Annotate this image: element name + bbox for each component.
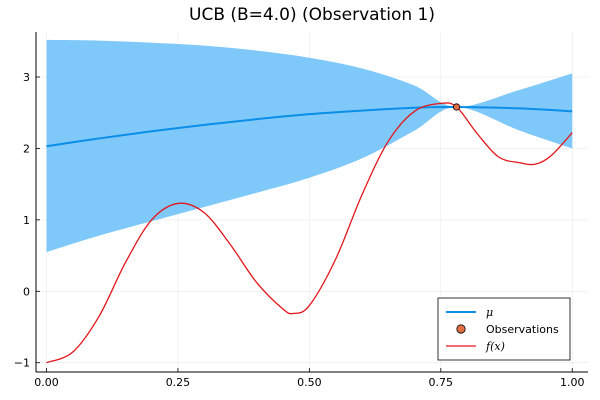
x-tick-label: 0.50 — [297, 376, 322, 389]
legend-label: Observations — [486, 323, 559, 336]
legend-label: μ — [486, 306, 493, 319]
y-tick-label: −1 — [14, 357, 30, 370]
y-tick-label: 0 — [23, 285, 30, 298]
confidence-band-area — [46, 39, 573, 252]
x-tick-label: 0.00 — [34, 376, 59, 389]
chart-title: UCB (B=4.0) (Observation 1) — [189, 5, 435, 25]
legend-label: f(x) — [485, 340, 505, 353]
f-line — [46, 102, 573, 364]
observation-markers — [452, 103, 461, 111]
mu-line — [46, 105, 573, 148]
observation-point — [452, 103, 461, 111]
axes — [35, 32, 588, 373]
series-lines — [46, 102, 573, 364]
x-tick-label: 0.75 — [429, 376, 454, 389]
tick-labels: 0.00 0.25 0.50 0.75 1.00 −1 0 1 2 3 — [14, 71, 585, 389]
y-tick-label: 2 — [23, 142, 30, 155]
legend: μ Observations f(x) — [437, 297, 571, 361]
y-tick-label: 1 — [23, 214, 30, 227]
x-tick-label: 0.25 — [166, 376, 191, 389]
confidence-band — [46, 39, 573, 252]
y-tick-label: 3 — [23, 71, 30, 84]
x-tick-label: 1.00 — [560, 376, 585, 389]
legend-swatch — [456, 324, 466, 334]
